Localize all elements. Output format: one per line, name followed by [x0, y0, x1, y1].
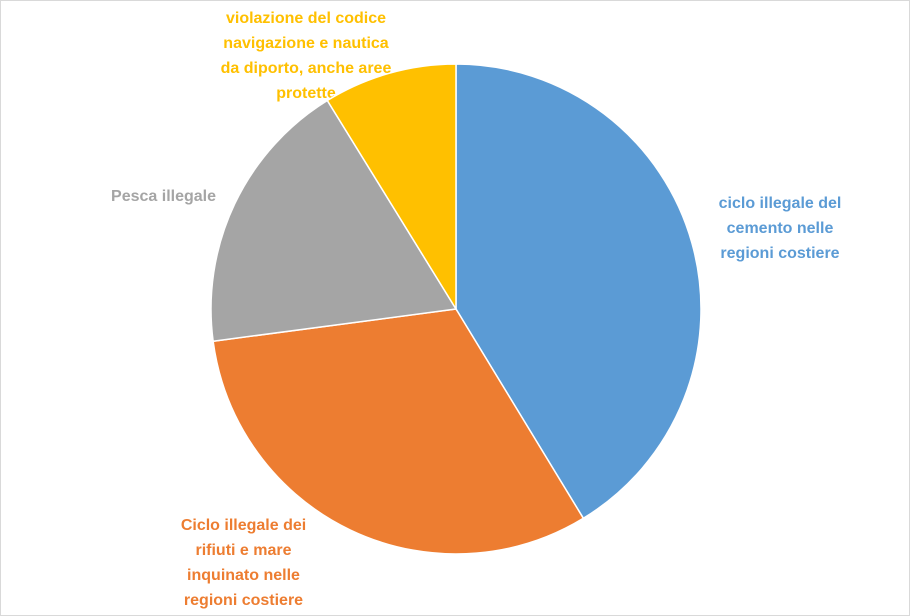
pie-slice — [326, 63, 457, 312]
slice-label: Ciclo illegale dei rifiuti e mare inquin… — [180, 517, 307, 609]
pie-slice — [455, 63, 702, 520]
slice-label: ciclo illegale del cemento nelle regioni… — [718, 195, 842, 262]
slice-label: Pesca illegale — [111, 188, 216, 205]
pie-slice — [210, 99, 458, 343]
slice-label: violazione del codice navigazione e naut… — [220, 10, 392, 102]
pie-slice — [212, 308, 585, 555]
